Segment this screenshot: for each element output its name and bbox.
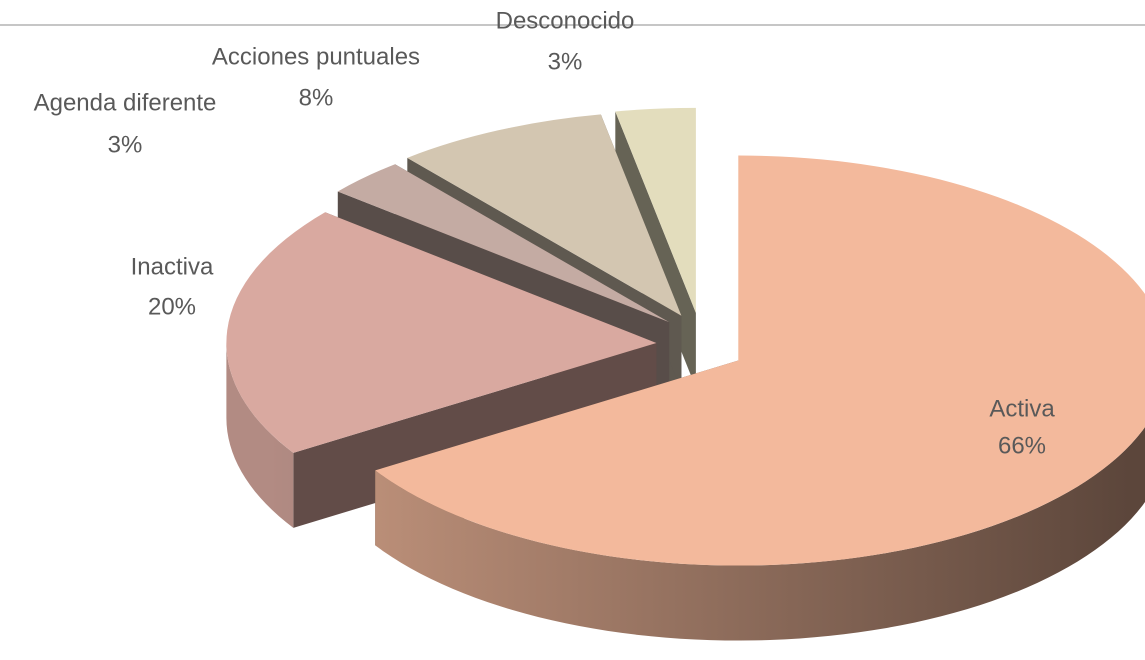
slice [226, 212, 657, 453]
value-label: 20% [148, 293, 196, 320]
slice [407, 114, 682, 316]
slice [375, 155, 1145, 566]
slice [337, 164, 670, 323]
category-label: Inactiva [131, 253, 214, 280]
value-label: 3% [108, 131, 143, 158]
slice [375, 155, 1145, 641]
slice [615, 107, 696, 313]
category-label: Activa [989, 395, 1055, 422]
category-label: Desconocido [496, 7, 635, 34]
value-label: 8% [299, 84, 334, 111]
slice-side [375, 427, 1145, 641]
value-label: 66% [998, 432, 1046, 459]
value-label: 3% [548, 48, 583, 75]
data-labels: Activa 66% Inactiva 20% Agenda diferente 3% Ac… [34, 7, 1056, 459]
category-label: Agenda diferente [34, 89, 217, 116]
category-label: Acciones puntuales [212, 43, 420, 70]
slice-side [226, 342, 294, 528]
pie [226, 107, 1145, 641]
